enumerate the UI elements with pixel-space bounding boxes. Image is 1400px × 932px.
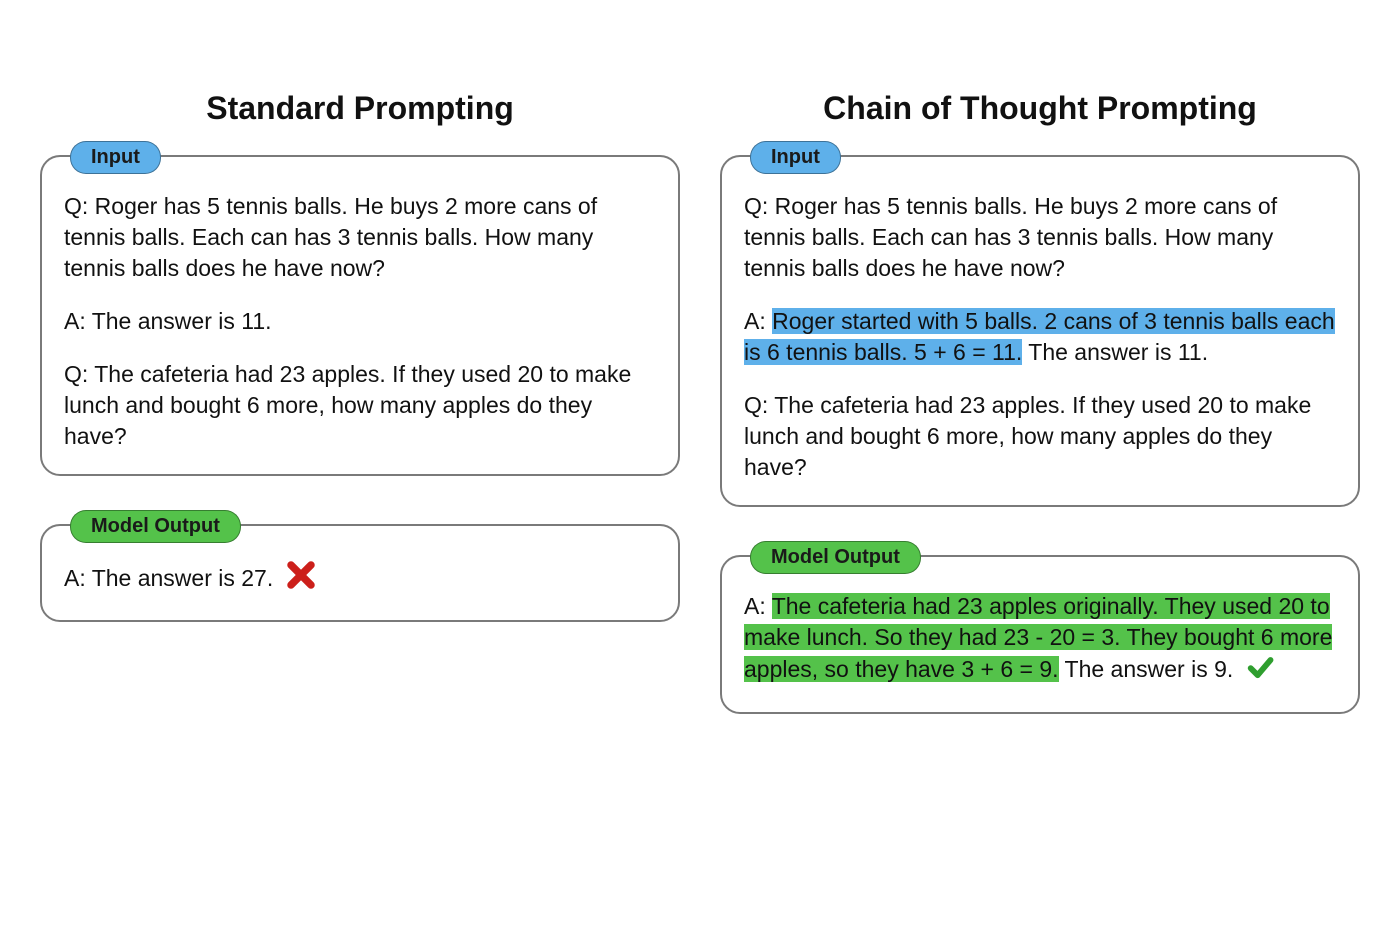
left-output-panel: Model Output A: The answer is 27. xyxy=(40,524,680,622)
right-output-text: A: The cafeteria had 23 apples originall… xyxy=(744,591,1336,689)
left-output-text: A: The answer is 27. xyxy=(64,560,656,598)
right-title: Chain of Thought Prompting xyxy=(720,90,1360,127)
comparison-figure: Standard Prompting Input Q: Roger has 5 … xyxy=(0,0,1400,802)
left-output-answer: A: The answer is 27. xyxy=(64,565,273,591)
right-column: Chain of Thought Prompting Input Q: Roge… xyxy=(720,90,1360,762)
left-output-body: A: The answer is 27. xyxy=(64,560,656,598)
right-input-body: Q: Roger has 5 tennis balls. He buys 2 m… xyxy=(744,191,1336,483)
right-output-panel: Model Output A: The cafeteria had 23 app… xyxy=(720,555,1360,713)
cross-icon xyxy=(286,560,316,598)
right-q2: Q: The cafeteria had 23 apples. If they … xyxy=(744,390,1336,483)
right-input-panel: Input Q: Roger has 5 tennis balls. He bu… xyxy=(720,155,1360,507)
left-column: Standard Prompting Input Q: Roger has 5 … xyxy=(40,90,680,762)
right-output-prefix: A: xyxy=(744,593,772,619)
right-output-highlight: The cafeteria had 23 apples originally. … xyxy=(744,593,1332,682)
left-q1: Q: Roger has 5 tennis balls. He buys 2 m… xyxy=(64,191,656,284)
right-output-suffix: The answer is 9. xyxy=(1059,656,1234,682)
right-output-body: A: The cafeteria had 23 apples originall… xyxy=(744,591,1336,689)
input-badge: Input xyxy=(750,141,841,174)
output-badge: Model Output xyxy=(70,510,241,543)
output-badge: Model Output xyxy=(750,541,921,574)
check-icon xyxy=(1246,653,1274,689)
left-a1: A: The answer is 11. xyxy=(64,306,656,337)
right-a1-prefix: A: xyxy=(744,308,772,334)
left-input-panel: Input Q: Roger has 5 tennis balls. He bu… xyxy=(40,155,680,476)
left-q2: Q: The cafeteria had 23 apples. If they … xyxy=(64,359,656,452)
input-badge: Input xyxy=(70,141,161,174)
left-input-body: Q: Roger has 5 tennis balls. He buys 2 m… xyxy=(64,191,656,452)
left-title: Standard Prompting xyxy=(40,90,680,127)
right-q1: Q: Roger has 5 tennis balls. He buys 2 m… xyxy=(744,191,1336,284)
right-a1-suffix: The answer is 11. xyxy=(1022,339,1208,365)
right-a1: A: Roger started with 5 balls. 2 cans of… xyxy=(744,306,1336,368)
